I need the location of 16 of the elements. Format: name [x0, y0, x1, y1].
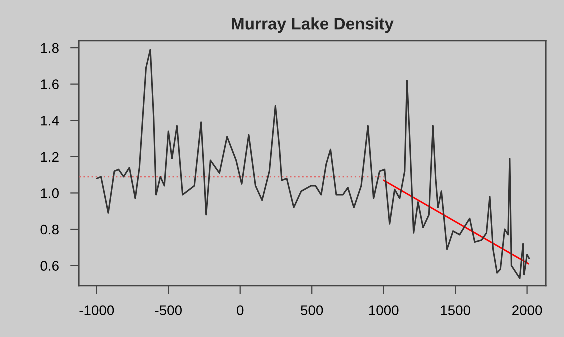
- y-tick-label: 1.6: [41, 80, 59, 90]
- x-tick-label: 1500: [441, 306, 470, 316]
- x-tick-label: -1000: [80, 306, 114, 316]
- chart-title: Murray Lake Density: [232, 18, 394, 34]
- y-tick-label: 1.8: [41, 43, 59, 54]
- x-tick-label: 1000: [369, 306, 399, 316]
- y-tick-label: 0.6: [40, 261, 59, 271]
- y-tick-label: 1.4: [41, 116, 60, 126]
- y-tick-label: 1.2: [41, 152, 59, 162]
- x-tick-label: 2000: [512, 306, 542, 316]
- y-tick-label: 0.8: [40, 224, 59, 235]
- x-tick-label: 0: [237, 306, 244, 316]
- y-tick-label: 1.0: [41, 188, 59, 198]
- line-series: [96, 49, 530, 280]
- x-tick-label: -500: [155, 306, 182, 316]
- x-tick-label: 500: [301, 306, 324, 316]
